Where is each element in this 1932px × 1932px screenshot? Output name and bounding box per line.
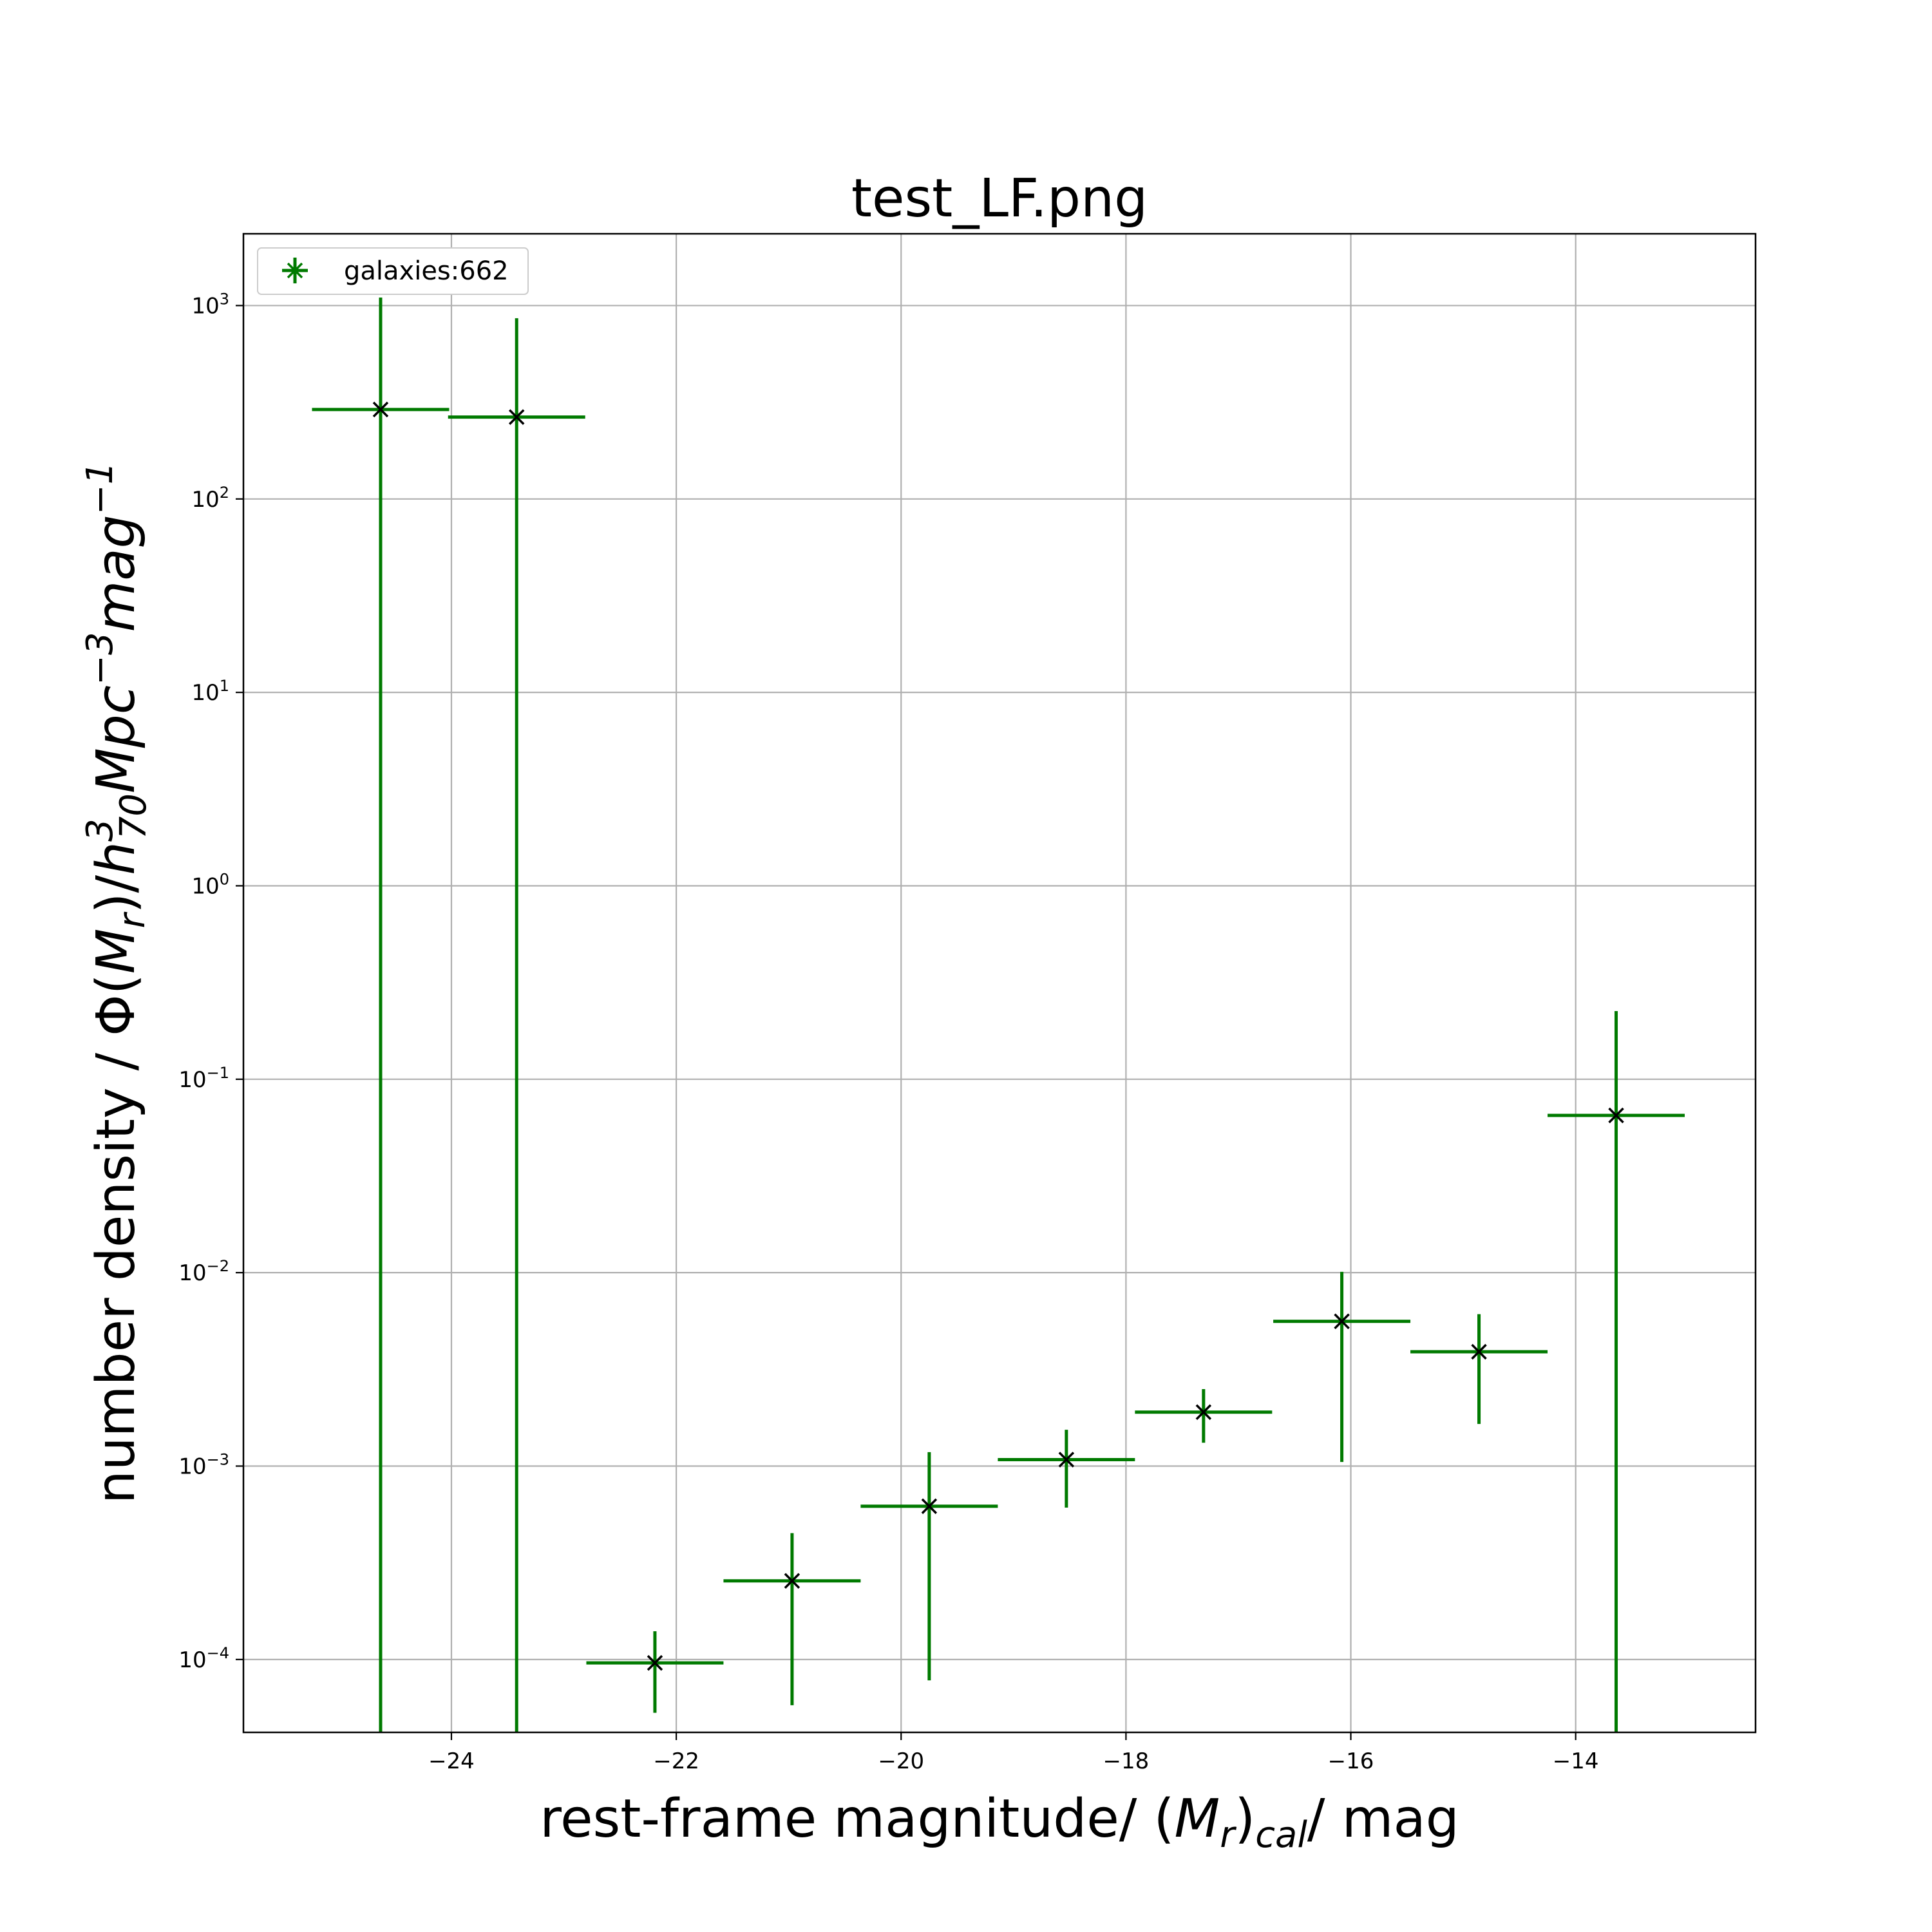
x-tick-label: −18 xyxy=(1103,1748,1150,1774)
data-point xyxy=(998,1430,1135,1508)
x-axis-label: rest-frame magnitude/ (Mr)cal/ mag xyxy=(540,1788,1459,1856)
data-point xyxy=(448,318,585,1732)
y-tick-label: 103 xyxy=(191,290,229,319)
data-point xyxy=(1135,1388,1273,1443)
legend-marker xyxy=(282,258,308,283)
data-point xyxy=(860,1452,998,1681)
x-tick-label: −16 xyxy=(1328,1748,1374,1774)
y-tick-label: 10−2 xyxy=(178,1257,229,1286)
x-marker xyxy=(1334,1313,1350,1330)
x-marker xyxy=(1608,1107,1624,1124)
x-tick-label: −14 xyxy=(1553,1748,1599,1774)
x-marker xyxy=(372,401,389,418)
x-marker xyxy=(1195,1404,1212,1421)
grid xyxy=(243,234,1756,1732)
y-tick-label: 10−4 xyxy=(178,1644,229,1673)
data-point xyxy=(1273,1271,1411,1463)
x-tick-label: −24 xyxy=(428,1748,475,1774)
x-marker xyxy=(508,409,525,425)
x-tick-label: −22 xyxy=(653,1748,699,1774)
y-tick-label: 101 xyxy=(191,677,229,706)
legend-label: galaxies:662 xyxy=(344,256,509,286)
chart-title: test_LF.png xyxy=(851,168,1148,229)
x-marker xyxy=(647,1654,663,1671)
data-point xyxy=(1548,1011,1685,1732)
x-tick-label: −20 xyxy=(878,1748,924,1774)
legend: galaxies:662 xyxy=(257,247,529,295)
x-axis: −24 −22 −20 −18 −16 −14 xyxy=(428,1732,1599,1774)
plot-frame xyxy=(242,232,1757,1734)
legend-x-marker xyxy=(287,262,303,279)
y-tick-label: 10−3 xyxy=(178,1451,229,1480)
y-axis: 103 102 101 100 10−1 10−2 10−3 10−4 xyxy=(178,290,243,1673)
y-tick-label: 10−1 xyxy=(178,1064,229,1093)
x-marker xyxy=(784,1573,800,1589)
data-point xyxy=(1410,1314,1548,1425)
plot-area-background xyxy=(243,234,1756,1732)
x-marker xyxy=(921,1498,938,1515)
legend-box xyxy=(257,247,529,295)
x-marker xyxy=(1471,1343,1487,1360)
data-point xyxy=(723,1533,861,1705)
data-point xyxy=(312,298,450,1732)
data-series xyxy=(312,298,1685,1732)
y-tick-label: 102 xyxy=(191,484,229,513)
data-point xyxy=(586,1631,724,1713)
y-tick-label: 100 xyxy=(191,870,229,899)
y-axis-label: number density / Φ(Mr)/h370Mpc−3mag−1 xyxy=(79,462,155,1504)
x-marker xyxy=(1058,1452,1075,1468)
